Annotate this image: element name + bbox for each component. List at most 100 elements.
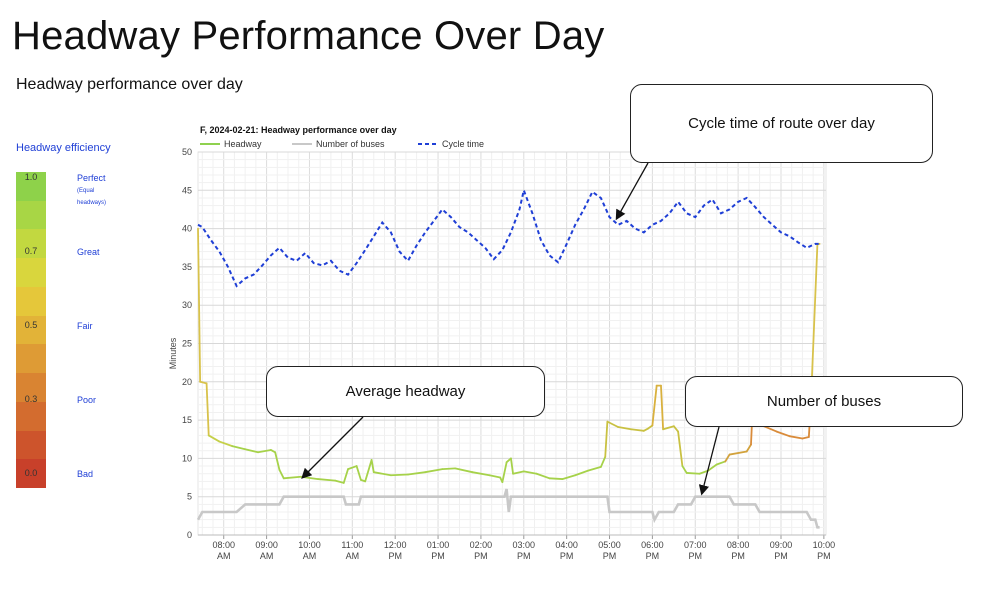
series-headway-segment bbox=[512, 470, 525, 475]
series-headway-segment bbox=[334, 479, 345, 484]
scale-band bbox=[16, 401, 46, 432]
legend-label: Cycle time bbox=[442, 139, 484, 149]
scale-band bbox=[16, 286, 46, 317]
series-headway-segment bbox=[762, 425, 778, 433]
series-headway-segment bbox=[604, 420, 609, 458]
series-headway-segment bbox=[522, 470, 538, 475]
y-tick-label: 5 bbox=[187, 492, 192, 502]
scale-label: Bad bbox=[77, 469, 94, 479]
x-tick-label: 01:00 bbox=[427, 540, 450, 550]
series-headway-segment bbox=[651, 384, 658, 427]
scale-band bbox=[16, 258, 46, 288]
x-tick-label: 10:00 bbox=[813, 540, 836, 550]
x-tick-label: 08:00 bbox=[727, 540, 750, 550]
x-tick-label: 04:00 bbox=[555, 540, 578, 550]
x-tick-label: 02:00 bbox=[470, 540, 493, 550]
y-axis-label: Minutes bbox=[168, 337, 178, 369]
x-tick-label-period: AM bbox=[217, 551, 231, 561]
series-headway-segment bbox=[441, 467, 457, 471]
x-tick-label-period: PM bbox=[474, 551, 488, 561]
legend-label: Number of buses bbox=[316, 139, 385, 149]
page-subtitle: Headway performance over day bbox=[16, 76, 243, 93]
series-headway-segment bbox=[488, 474, 502, 479]
scale-value: 0.5 bbox=[24, 320, 38, 330]
efficiency-legend-title: Headway efficiency bbox=[16, 142, 111, 154]
series-headway-segment bbox=[364, 459, 373, 483]
series-headway-segment bbox=[728, 450, 748, 456]
x-tick-label-period: PM bbox=[774, 551, 788, 561]
x-tick-label-period: PM bbox=[731, 551, 745, 561]
y-tick-label: 30 bbox=[182, 300, 192, 310]
scale-sublabel: headways) bbox=[77, 200, 107, 206]
series-headway-segment bbox=[424, 468, 444, 474]
series-headway-segment bbox=[600, 455, 607, 468]
series-headway-segment bbox=[390, 473, 409, 477]
series-headway-segment bbox=[471, 471, 491, 477]
scale-label: Perfect (Equal headways) bbox=[77, 171, 106, 209]
series-headway-segment bbox=[501, 461, 508, 484]
series-headway-segment bbox=[810, 243, 819, 402]
x-tick-label-period: PM bbox=[517, 551, 531, 561]
page-title: Headway Performance Over Day bbox=[12, 14, 605, 58]
x-tick-label-period: AM bbox=[346, 551, 360, 561]
scale-band bbox=[16, 373, 46, 403]
y-tick-label: 20 bbox=[182, 377, 192, 387]
x-tick-label-period: PM bbox=[560, 551, 574, 561]
series-cycle-time bbox=[197, 186, 820, 288]
series-headway-segment bbox=[587, 465, 602, 472]
series-headway-segment bbox=[745, 443, 752, 453]
scale-value: 0.7 bbox=[24, 246, 38, 256]
y-tick-label: 40 bbox=[182, 224, 192, 234]
x-tick-label: 09:00 bbox=[255, 540, 278, 550]
x-tick-label: 06:00 bbox=[641, 540, 664, 550]
x-tick-label-period: PM bbox=[603, 551, 617, 561]
series-headway-segment bbox=[278, 468, 285, 480]
scale-band bbox=[16, 344, 46, 374]
x-tick-label: 10:00 bbox=[298, 540, 321, 550]
legend-label: Headway bbox=[224, 139, 262, 149]
x-tick-label: 03:00 bbox=[513, 540, 536, 550]
series-headway-segment bbox=[218, 440, 234, 448]
series-headway-segment bbox=[370, 459, 375, 474]
x-tick-label: 05:00 bbox=[598, 540, 621, 550]
scale-band bbox=[16, 229, 46, 259]
x-tick-label-period: PM bbox=[388, 551, 402, 561]
x-tick-label: 09:00 bbox=[770, 540, 793, 550]
scale-label: Great bbox=[77, 247, 100, 257]
series-headway-segment bbox=[685, 472, 701, 475]
scale-value: 0.0 bbox=[24, 468, 38, 478]
series-headway-segment bbox=[681, 465, 688, 474]
series-headway-segment bbox=[257, 449, 272, 454]
y-tick-label: 50 bbox=[182, 147, 192, 157]
series-headway-segment bbox=[197, 227, 202, 383]
x-tick-label-period: PM bbox=[689, 551, 703, 561]
series-headway-segment bbox=[630, 428, 645, 432]
series-headway-segment bbox=[606, 420, 619, 428]
series-headway-segment bbox=[548, 477, 564, 480]
scale-label: Poor bbox=[77, 395, 97, 405]
x-tick-label: 11:00 bbox=[341, 540, 363, 550]
series-headway-segment bbox=[672, 425, 680, 433]
x-tick-label-period: PM bbox=[646, 551, 660, 561]
series-headway-segment bbox=[775, 430, 791, 438]
scale-band bbox=[16, 200, 46, 230]
x-tick-label: 08:00 bbox=[212, 540, 235, 550]
series-number-of-buses bbox=[196, 488, 820, 529]
series-headway-segment bbox=[207, 434, 221, 443]
y-tick-label: 25 bbox=[182, 339, 192, 349]
y-tick-label: 35 bbox=[182, 262, 192, 272]
series-headway-segment bbox=[274, 451, 281, 471]
scale-sublabel: (Equal bbox=[77, 188, 95, 194]
chart-title: F, 2024-02-21: Headway performance over … bbox=[200, 125, 397, 135]
y-tick-label: 0 bbox=[187, 530, 192, 540]
scale-label: Fair bbox=[77, 321, 93, 331]
callout-cycle-time: Cycle time of route over day bbox=[630, 84, 933, 163]
y-tick-label: 15 bbox=[182, 415, 192, 425]
series-headway-segment bbox=[677, 430, 684, 467]
series-headway-segment bbox=[317, 478, 337, 482]
series-headway-segment bbox=[244, 448, 259, 454]
series-headway-segment bbox=[788, 435, 804, 440]
series-headway-segment bbox=[561, 474, 577, 480]
series-headway-segment bbox=[407, 471, 427, 476]
callout-average-headway: Average headway bbox=[266, 366, 545, 417]
